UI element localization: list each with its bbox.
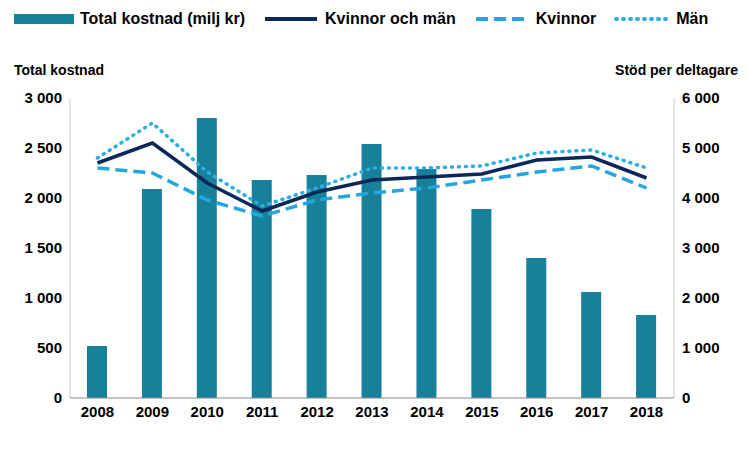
svg-text:2 000: 2 000	[24, 189, 62, 206]
svg-text:2012: 2012	[300, 403, 333, 420]
svg-text:0: 0	[54, 389, 62, 406]
svg-text:2013: 2013	[355, 403, 388, 420]
html-text:Total kostnad: Total kostnad	[14, 62, 104, 78]
svg-text:6 000: 6 000	[682, 89, 720, 106]
svg-text:2018: 2018	[630, 403, 663, 420]
html-text:Kvinnor och män: Kvinnor och män	[325, 10, 456, 27]
svg-text:1 000: 1 000	[24, 289, 62, 306]
svg-text:3 000: 3 000	[682, 239, 720, 256]
svg-text:2014: 2014	[410, 403, 444, 420]
svg-text:1 000: 1 000	[682, 339, 720, 356]
svg-text:2008: 2008	[81, 403, 114, 420]
html-text:Total kostnad (milj kr): Total kostnad (milj kr)	[80, 10, 246, 27]
svg-text:2015: 2015	[465, 403, 498, 420]
svg-text:2011: 2011	[246, 403, 279, 420]
svg-text:5 000: 5 000	[682, 139, 720, 156]
svg-text:2009: 2009	[136, 403, 169, 420]
html-text:Kvinnor: Kvinnor	[535, 10, 597, 27]
svg-text:4 000: 4 000	[682, 189, 720, 206]
svg-text:2016: 2016	[520, 403, 553, 420]
svg-text:2 500: 2 500	[24, 139, 62, 156]
svg-text:0: 0	[682, 389, 690, 406]
svg-text:500: 500	[37, 339, 62, 356]
html-text:Stöd per deltagare: Stöd per deltagare	[615, 62, 738, 78]
svg-text:2017: 2017	[575, 403, 608, 420]
svg-text:2010: 2010	[191, 403, 224, 420]
html-text:Män: Män	[676, 10, 709, 27]
svg-text:1 500: 1 500	[24, 239, 62, 256]
svg-text:2 000: 2 000	[682, 289, 720, 306]
svg-text:3 000: 3 000	[24, 89, 62, 106]
